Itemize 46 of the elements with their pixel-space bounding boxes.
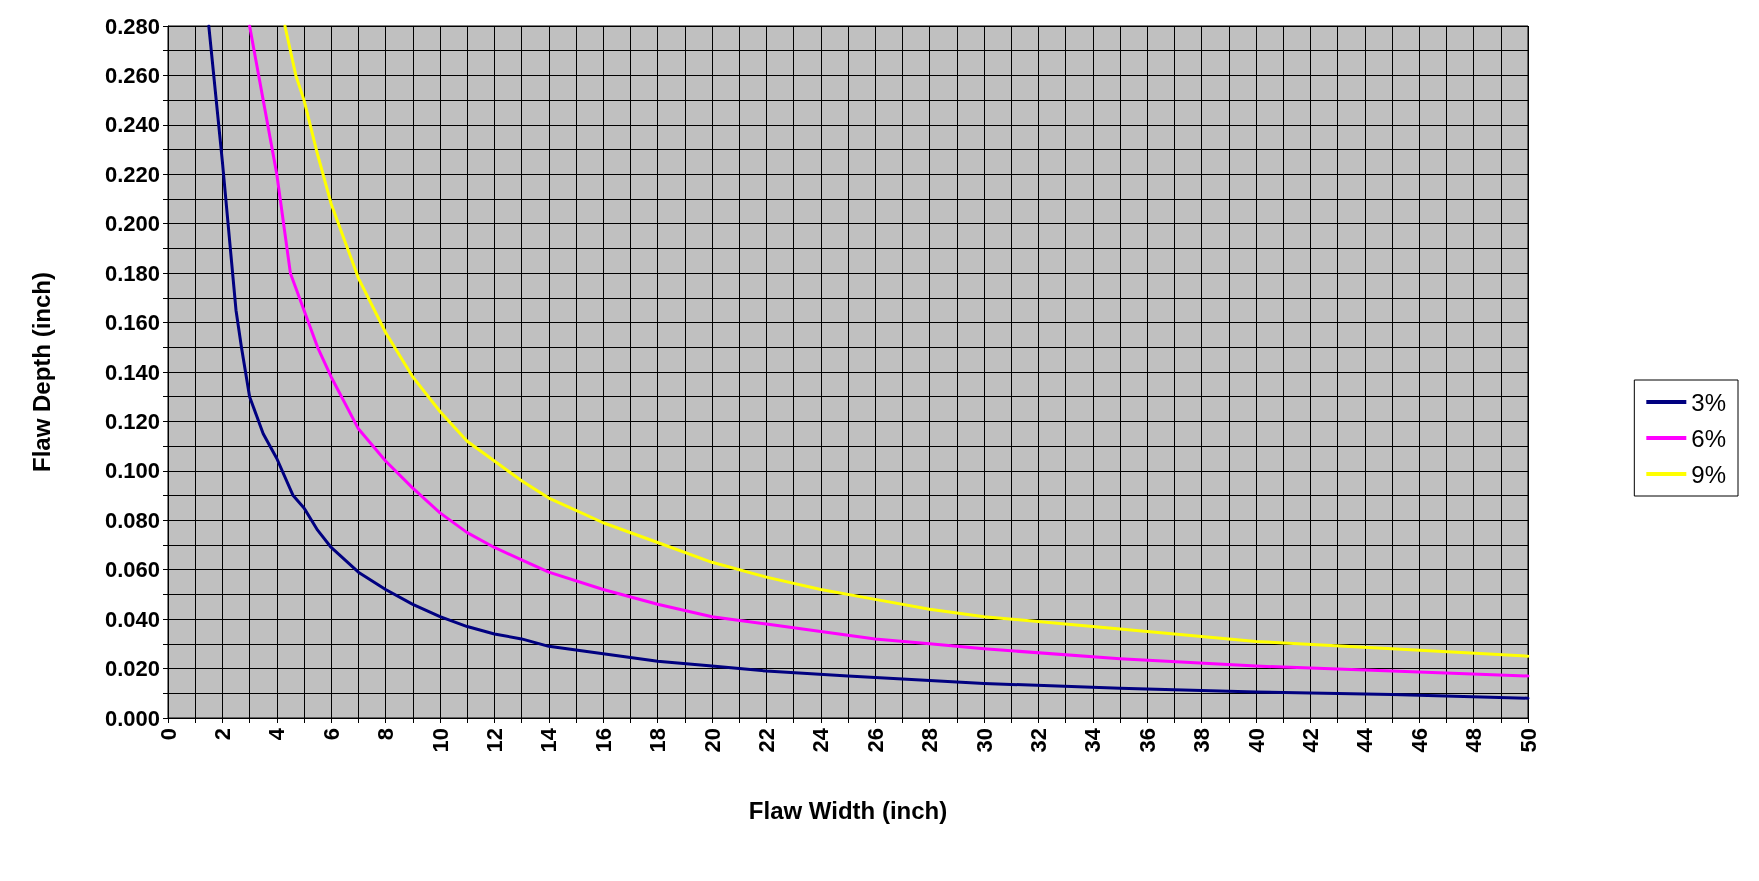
y-axis-title: Flaw Depth (inch) bbox=[27, 272, 55, 472]
x-tick-label: 18 bbox=[645, 728, 671, 753]
y-tick-label: 0.000 bbox=[104, 705, 160, 731]
x-tick-label: 34 bbox=[1080, 727, 1106, 753]
x-tick-label: 22 bbox=[753, 728, 779, 753]
y-tick-label: 0.020 bbox=[104, 656, 160, 682]
x-tick-label: 16 bbox=[590, 728, 616, 753]
y-tick-label: 0.140 bbox=[104, 359, 160, 385]
x-tick-label: 8 bbox=[373, 728, 399, 741]
x-tick-label: 24 bbox=[808, 727, 834, 753]
y-tick-label: 0.040 bbox=[104, 606, 160, 632]
y-tick-label: 0.220 bbox=[104, 161, 160, 187]
x-tick-label: 38 bbox=[1189, 728, 1215, 753]
y-tick-label: 0.260 bbox=[104, 62, 160, 88]
y-tick-label: 0.280 bbox=[104, 13, 160, 39]
x-tick-label: 50 bbox=[1515, 728, 1541, 753]
x-tick-label: 28 bbox=[917, 728, 943, 753]
x-tick-label: 14 bbox=[536, 727, 562, 753]
x-tick-label: 44 bbox=[1352, 727, 1378, 753]
x-tick-label: 26 bbox=[862, 728, 888, 753]
y-tick-label: 0.120 bbox=[104, 408, 160, 434]
x-tick-label: 32 bbox=[1025, 728, 1051, 753]
x-tick-label: 12 bbox=[481, 728, 507, 753]
x-tick-label: 30 bbox=[971, 728, 997, 753]
y-tick-label: 0.180 bbox=[104, 260, 160, 286]
y-tick-label: 0.080 bbox=[104, 507, 160, 533]
x-tick-label: 36 bbox=[1134, 728, 1160, 753]
y-tick-label: 0.200 bbox=[104, 211, 160, 237]
x-axis-title: Flaw Width (inch) bbox=[748, 796, 948, 824]
legend-label: 6% bbox=[1691, 424, 1726, 452]
x-tick-label: 46 bbox=[1406, 728, 1432, 753]
x-tick-label: 42 bbox=[1297, 728, 1323, 753]
x-tick-label: 40 bbox=[1243, 728, 1269, 753]
x-tick-label: 6 bbox=[318, 728, 344, 741]
x-tick-label: 2 bbox=[209, 728, 235, 741]
y-tick-label: 0.100 bbox=[104, 458, 160, 484]
x-tick-label: 48 bbox=[1461, 728, 1487, 753]
x-tick-label: 4 bbox=[264, 727, 290, 741]
y-tick-label: 0.240 bbox=[104, 112, 160, 138]
legend-label: 9% bbox=[1691, 460, 1726, 488]
y-tick-label: 0.060 bbox=[104, 557, 160, 583]
x-tick-label: 0 bbox=[155, 728, 181, 741]
y-tick-label: 0.160 bbox=[104, 310, 160, 336]
x-tick-label: 10 bbox=[427, 728, 453, 753]
x-tick-label: 20 bbox=[699, 728, 725, 753]
legend-label: 3% bbox=[1691, 388, 1726, 416]
